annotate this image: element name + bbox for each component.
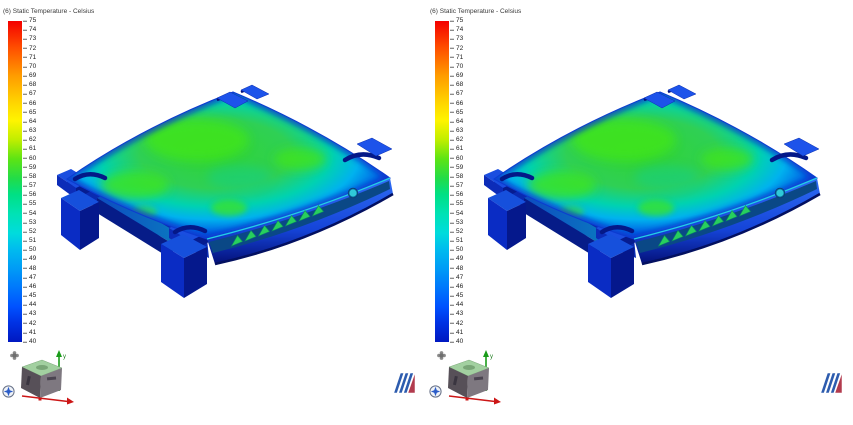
legend-tick: 47 xyxy=(450,274,463,282)
legend-tick: 60 xyxy=(450,155,463,162)
legend-tick: 44 xyxy=(23,302,36,309)
legend-tick: 55 xyxy=(23,201,36,208)
legend-tick: 45 xyxy=(450,292,463,300)
legend-tick: 59 xyxy=(23,164,36,171)
legend-tick: 75 xyxy=(450,17,463,25)
legend-tick: 41 xyxy=(450,329,463,337)
legend-tick: 51 xyxy=(450,237,463,245)
legend-tick: 47 xyxy=(23,274,36,282)
legend-tick: 69 xyxy=(23,72,36,80)
legend-tick: 61 xyxy=(23,146,36,153)
legend-tick: 46 xyxy=(23,283,36,291)
legend-title: (6) Static Temperature - Celsius xyxy=(3,8,95,15)
legend-tick: 56 xyxy=(450,191,463,199)
legend-tick: 54 xyxy=(450,210,463,217)
legend-tick: 46 xyxy=(450,283,463,291)
legend-tick: 63 xyxy=(23,127,36,135)
legend-tick: 40 xyxy=(450,338,463,346)
legend-tick: 65 xyxy=(23,109,36,116)
legend-tick: 57 xyxy=(23,182,36,190)
legend-title: (6) Static Temperature - Celsius xyxy=(430,8,522,15)
legend-tick: 60 xyxy=(23,155,36,162)
legend-tick: 74 xyxy=(450,26,463,34)
legend-tick: 55 xyxy=(450,201,463,208)
orientation-cube[interactable] xyxy=(12,349,76,407)
legend-tick: 43 xyxy=(23,311,36,318)
legend-tick: 63 xyxy=(450,127,463,135)
legend-tick: 43 xyxy=(450,311,463,318)
legend-tick: 70 xyxy=(450,63,463,71)
mentor-graphics-logo xyxy=(392,370,418,396)
legend-tick: 73 xyxy=(23,36,36,43)
legend-tick: 61 xyxy=(450,146,463,153)
orientation-cube[interactable] xyxy=(439,349,503,407)
legend-tick: 74 xyxy=(23,26,36,34)
legend-tick: 49 xyxy=(23,256,36,263)
legend-ticks: 75 74 73 72 71 70 69 68 67 66 65 64 63 62 61 60 59 58 57 56… xyxy=(450,17,474,344)
legend-tick: 66 xyxy=(450,100,463,107)
legend-tick: 59 xyxy=(450,164,463,171)
legend-tick: 58 xyxy=(23,173,36,181)
legend-tick: 42 xyxy=(450,320,463,327)
legend-tick: 48 xyxy=(450,265,463,272)
legend-tick: 67 xyxy=(450,91,463,98)
legend-tick: 68 xyxy=(23,81,36,89)
legend-tick: 58 xyxy=(450,173,463,181)
legend-ticks: 75 74 73 72 71 70 69 68 67 66 65 64 63 62 61 60 59 58 57 56… xyxy=(23,17,47,344)
legend-tick: 48 xyxy=(23,265,36,272)
legend-tick: 65 xyxy=(450,109,463,116)
legend-tick: 57 xyxy=(450,182,463,190)
viewport-panel-left: (6) Static Temperature - Celsius 75 74 73 7… xyxy=(0,0,426,425)
legend-tick: 64 xyxy=(23,118,36,126)
legend-tick: 40 xyxy=(23,338,36,346)
legend-tick: 50 xyxy=(450,247,463,254)
legend-tick: 56 xyxy=(23,191,36,199)
legend-tick: 69 xyxy=(450,72,463,80)
thermal-model-view[interactable] xyxy=(57,82,401,324)
temperature-colorbar[interactable] xyxy=(8,21,22,342)
legend-tick: 49 xyxy=(450,256,463,263)
legend-tick: 54 xyxy=(23,210,36,217)
legend-tick: 66 xyxy=(23,100,36,107)
legend-tick: 72 xyxy=(23,45,36,52)
legend-tick: 68 xyxy=(450,81,463,89)
legend-tick: 64 xyxy=(450,118,463,126)
legend-tick: 62 xyxy=(450,136,463,144)
legend-tick: 45 xyxy=(23,292,36,300)
legend-tick: 72 xyxy=(450,45,463,52)
globe-icon[interactable] xyxy=(429,385,442,398)
legend-tick: 70 xyxy=(23,63,36,71)
legend-tick: 71 xyxy=(450,54,463,61)
legend-tick: 52 xyxy=(23,228,36,236)
legend-tick: 71 xyxy=(23,54,36,61)
legend-tick: 67 xyxy=(23,91,36,98)
legend-tick: 52 xyxy=(450,228,463,236)
legend-tick: 53 xyxy=(23,219,36,227)
legend-tick: 41 xyxy=(23,329,36,337)
legend-tick: 51 xyxy=(23,237,36,245)
legend-tick: 75 xyxy=(23,17,36,25)
temperature-colorbar[interactable] xyxy=(435,21,449,342)
globe-icon[interactable] xyxy=(2,385,15,398)
thermal-model-view[interactable] xyxy=(484,82,828,324)
viewport-panel-right: (6) Static Temperature - Celsius 75 74 73 7… xyxy=(427,0,853,425)
legend-tick: 44 xyxy=(450,302,463,309)
legend-tick: 50 xyxy=(23,247,36,254)
mentor-graphics-logo xyxy=(819,370,845,396)
legend-tick: 73 xyxy=(450,36,463,43)
legend-tick: 42 xyxy=(23,320,36,327)
legend-tick: 53 xyxy=(450,219,463,227)
legend-tick: 62 xyxy=(23,136,36,144)
